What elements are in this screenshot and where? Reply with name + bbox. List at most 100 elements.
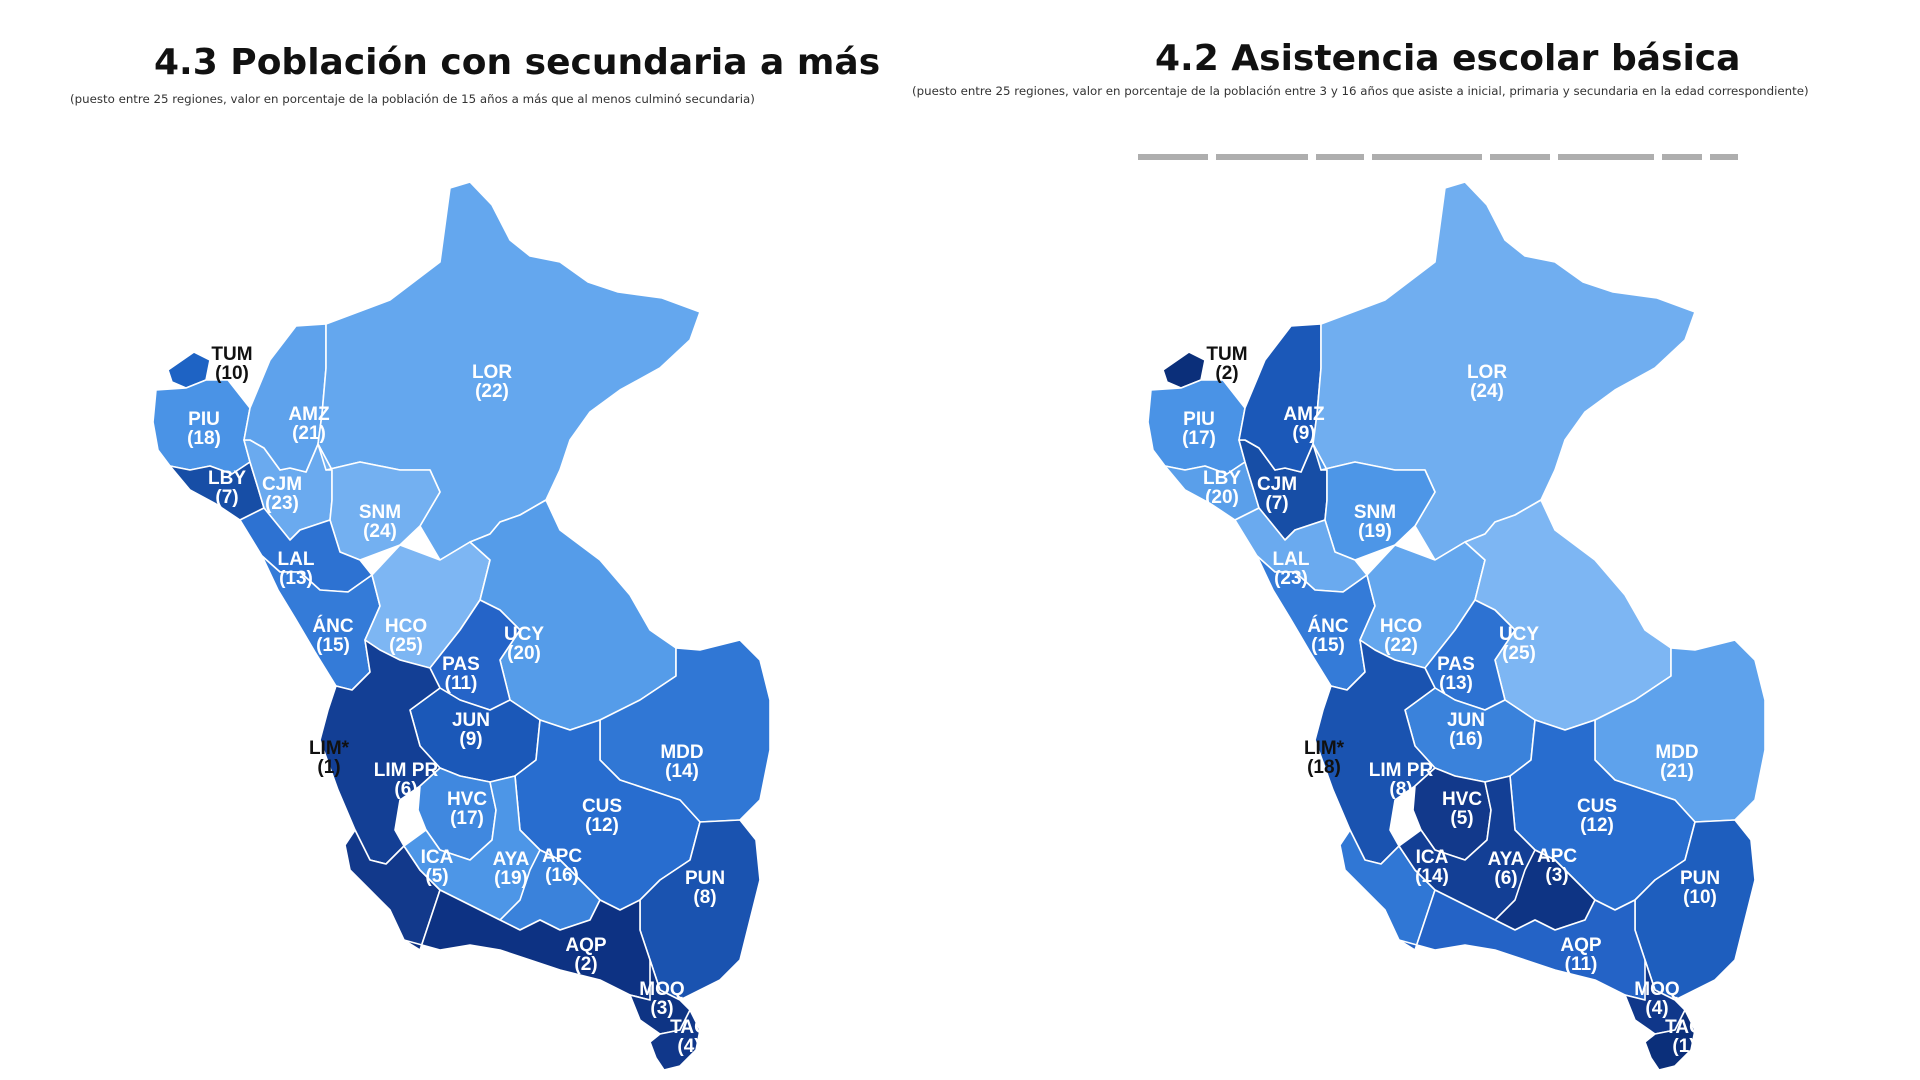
- region-rank: (16): [1449, 729, 1483, 750]
- region-rank: (13): [1439, 673, 1473, 694]
- region-rank: (13): [279, 568, 313, 589]
- region-label-lim: LIM* (18): [1304, 738, 1345, 778]
- region-label-lal: LAL (23): [1273, 549, 1310, 589]
- region-rank: (7): [215, 487, 238, 508]
- region-snm: [317, 443, 441, 561]
- region-label-lby: LBY (20): [1203, 468, 1241, 508]
- region-label-jun: JUN (9): [452, 710, 490, 750]
- region-label-tum: TUM (2): [1206, 344, 1247, 384]
- region-aqp: [403, 889, 661, 1001]
- region-rank: (14): [665, 761, 699, 782]
- region-label-lal: LAL (13): [278, 549, 315, 589]
- region-label-snm: SNM (19): [1354, 502, 1396, 542]
- region-label-ica: ICA (5): [421, 847, 454, 887]
- region-code: JUN: [1447, 710, 1485, 731]
- region-code: AMZ: [1283, 404, 1325, 425]
- region-tac: [649, 1009, 701, 1071]
- region-rank: (10): [1683, 887, 1717, 908]
- region-rank: (4): [1645, 998, 1668, 1019]
- region-rank: (21): [292, 423, 326, 444]
- region-amz: [243, 323, 327, 473]
- region-label-aya: AYA (19): [493, 849, 530, 889]
- region-label-tac: TAC (1): [1665, 1017, 1703, 1057]
- region-rank: (11): [445, 673, 478, 694]
- peru-choropleth-map: TUM (10) PIU (18) LBY (7) CJM (23) AMZ (21) LOR (22…: [152, 181, 771, 1071]
- panel-subtitle: (puesto entre 25 regiones, valor en porc…: [912, 84, 1809, 98]
- region-code: HCO: [385, 616, 427, 637]
- region-code: SNM: [1354, 502, 1396, 523]
- region-label-tac: TAC (4): [670, 1017, 708, 1057]
- region-code: PAS: [442, 654, 480, 675]
- region-code: CJM: [262, 474, 302, 495]
- region-tac: [1644, 1009, 1696, 1071]
- region-code: SNM: [359, 502, 401, 523]
- region-rank: (15): [316, 635, 350, 656]
- region-rank: (22): [1384, 635, 1418, 656]
- panel-title: 4.3 Población con secundaria a más: [154, 42, 881, 83]
- region-label-pun: PUN (10): [1680, 868, 1720, 908]
- region-rank: (2): [1215, 363, 1238, 384]
- region-rank: (5): [1450, 808, 1473, 829]
- map-panel-secundaria: 4.3 Población con secundaria a más (pues…: [70, 42, 881, 1071]
- region-aqp: [1398, 889, 1656, 1001]
- region-code: TAC: [1665, 1017, 1703, 1038]
- region-code: UCY: [1499, 624, 1539, 645]
- region-code: ICA: [1416, 847, 1449, 868]
- region-code: PAS: [1437, 654, 1475, 675]
- region-label-ánc: ÁNC (15): [312, 615, 353, 656]
- region-rank: (1): [317, 757, 340, 778]
- region-label-cjm: CJM (23): [262, 474, 302, 514]
- region-code: CUS: [582, 796, 622, 817]
- region-code: MOQ: [639, 979, 684, 1000]
- region-code: UCY: [504, 624, 544, 645]
- region-code: LIM*: [1304, 738, 1345, 759]
- panel-title: 4.2 Asistencia escolar básica: [1155, 38, 1741, 79]
- region-label-moq: MOQ (3): [639, 979, 684, 1019]
- region-code: MDD: [660, 742, 703, 763]
- region-label-ica: ICA (14): [1415, 847, 1449, 887]
- region-code: ÁNC: [1307, 615, 1348, 637]
- region-rank: (16): [545, 865, 579, 886]
- peru-choropleth-map: TUM (2) PIU (17) LBY (20) CJM (7) AMZ (9) LOR (24) S…: [1147, 181, 1766, 1071]
- region-rank: (3): [1545, 865, 1568, 886]
- region-code: AQP: [1560, 935, 1602, 956]
- region-label-piu: PIU (18): [187, 409, 221, 449]
- region-code: TUM: [1206, 344, 1247, 365]
- region-rank: (12): [585, 815, 619, 836]
- region-label-ánc: ÁNC (15): [1307, 615, 1348, 656]
- region-rank: (24): [363, 521, 397, 542]
- region-label-cus: CUS (12): [1577, 796, 1617, 836]
- region-label-pun: PUN (8): [685, 868, 725, 908]
- region-code: PUN: [685, 868, 725, 889]
- region-label-aqp: AQP (2): [565, 935, 607, 975]
- region-label-snm: SNM (24): [359, 502, 401, 542]
- region-code: MOQ: [1634, 979, 1679, 1000]
- region-label-jun: JUN (16): [1447, 710, 1485, 750]
- region-label-cjm: CJM (7): [1257, 474, 1297, 514]
- region-code: LOR: [1467, 362, 1507, 383]
- region-code: HVC: [1442, 789, 1482, 810]
- region-code: AYA: [1488, 849, 1525, 870]
- region-rank: (6): [1494, 868, 1517, 889]
- region-code: LAL: [278, 549, 315, 570]
- region-rank: (3): [650, 998, 673, 1019]
- region-rank: (2): [574, 954, 597, 975]
- region-code: TUM: [211, 344, 252, 365]
- region-rank: (21): [1660, 761, 1694, 782]
- region-label-hco: HCO (22): [1380, 616, 1422, 656]
- region-code: PIU: [1183, 409, 1215, 430]
- panel-subtitle: (puesto entre 25 regiones, valor en porc…: [70, 92, 755, 106]
- region-rank: (8): [693, 887, 716, 908]
- region-rank: (18): [1307, 757, 1341, 778]
- region-label-lim-pr: LIM PR (6): [374, 760, 439, 800]
- region-label-mdd: MDD (21): [1655, 742, 1698, 782]
- region-rank: (17): [1182, 428, 1216, 449]
- region-label-lby: LBY (7): [208, 468, 246, 508]
- region-code: LIM PR: [1369, 760, 1434, 781]
- region-label-pas: PAS (11): [442, 654, 480, 694]
- region-rank: (23): [1274, 568, 1308, 589]
- region-rank: (20): [1205, 487, 1239, 508]
- region-rank: (17): [450, 808, 484, 829]
- region-rank: (19): [1358, 521, 1392, 542]
- region-rank: (11): [1565, 954, 1598, 975]
